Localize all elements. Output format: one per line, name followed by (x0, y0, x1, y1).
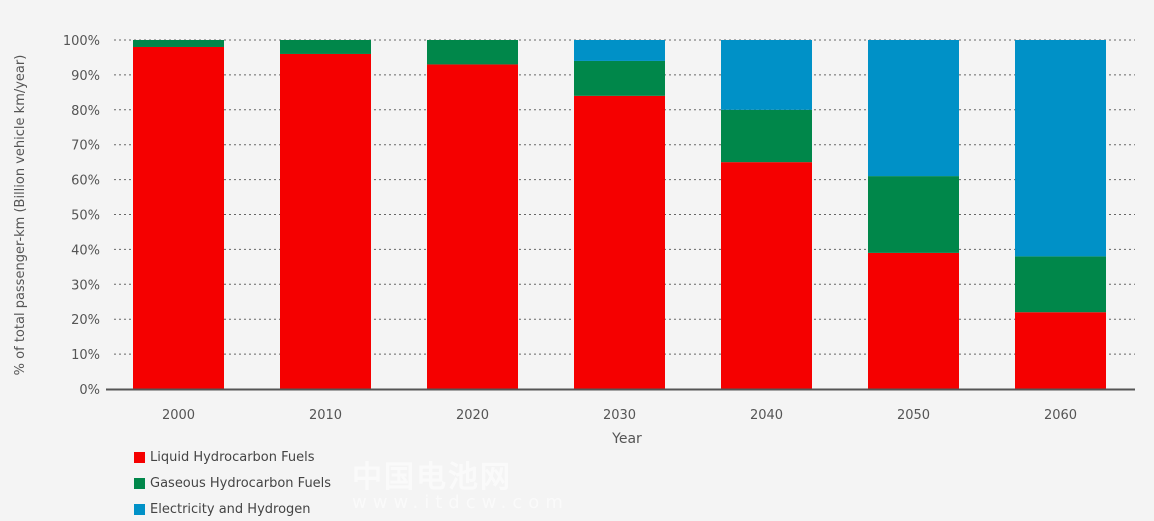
bar-segment-2010-1 (280, 40, 371, 54)
watermark-url: www.itdcw.com (352, 492, 569, 513)
x-tick-label: 2040 (750, 408, 783, 423)
bar-segment-2040-1 (721, 109, 812, 163)
legend-label: Electricity and Hydrogen (150, 502, 311, 517)
y-tick-label: 10% (71, 348, 100, 363)
y-tick-label: 70% (71, 139, 100, 154)
bar-segment-2050-0 (868, 252, 959, 389)
legend-swatch (134, 452, 145, 463)
bar-segment-2010-0 (280, 53, 371, 390)
bar-segment-2030-0 (574, 95, 665, 389)
legend-swatch (134, 504, 145, 515)
y-tick-label: 0% (79, 383, 100, 398)
watermark: 中国电池网 (352, 460, 512, 495)
x-tick-label: 2000 (162, 408, 195, 423)
y-tick-label: 100% (63, 34, 100, 49)
bar-segment-2060-1 (1015, 256, 1106, 313)
x-tick-label: 2050 (897, 408, 930, 423)
y-tick-label: 50% (71, 209, 100, 224)
x-axis-label: Year (611, 431, 642, 447)
legend-item: Liquid Hydrocarbon Fuels (134, 450, 315, 465)
legend-label: Gaseous Hydrocarbon Fuels (150, 476, 332, 491)
y-tick-label: 40% (71, 243, 100, 258)
legend-swatch (134, 478, 145, 489)
bar-segment-2050-1 (868, 176, 959, 253)
bar-segment-2030-2 (574, 40, 665, 61)
y-tick-label: 80% (71, 104, 100, 119)
y-tick-label: 30% (71, 278, 100, 293)
bar-segment-2000-0 (133, 46, 224, 389)
y-tick-label: 60% (71, 174, 100, 189)
bar-segment-2000-1 (133, 40, 224, 47)
bar-segment-2040-0 (721, 162, 812, 389)
bar-segment-2020-0 (427, 64, 518, 390)
y-axis-label: % of total passenger-km (Billion vehicle… (13, 55, 28, 376)
bar-segment-2050-2 (868, 40, 959, 177)
bar-segment-2040-2 (721, 40, 812, 110)
bar-segment-2060-2 (1015, 40, 1106, 257)
y-tick-label: 90% (71, 69, 100, 84)
y-tick-label: 20% (71, 313, 100, 328)
x-tick-label: 2010 (309, 408, 342, 423)
bar-segment-2060-0 (1015, 312, 1106, 389)
bar-segment-2020-1 (427, 40, 518, 65)
legend-label: Liquid Hydrocarbon Fuels (150, 450, 315, 465)
bar-segment-2030-1 (574, 60, 665, 96)
x-tick-label: 2060 (1044, 408, 1077, 423)
legend-item: Electricity and Hydrogen (134, 502, 311, 517)
x-tick-label: 2020 (456, 408, 489, 423)
x-tick-label: 2030 (603, 408, 636, 423)
legend-item: Gaseous Hydrocarbon Fuels (134, 476, 331, 491)
